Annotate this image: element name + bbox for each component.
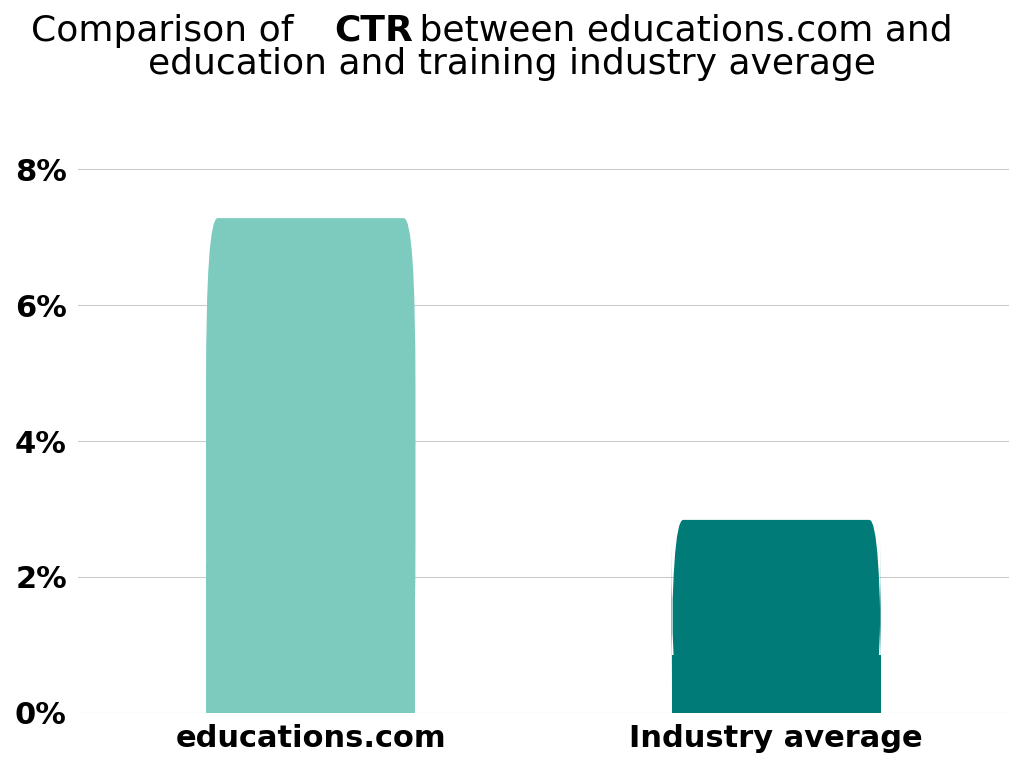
Bar [206,564,416,713]
Text: education and training industry average: education and training industry average [148,47,876,81]
Bar [672,655,881,713]
Text: CTR: CTR [334,14,414,48]
FancyBboxPatch shape [206,218,416,713]
Text: between educations.com and: between educations.com and [408,14,952,48]
Text: Comparison of: Comparison of [31,14,305,48]
FancyBboxPatch shape [672,520,881,713]
